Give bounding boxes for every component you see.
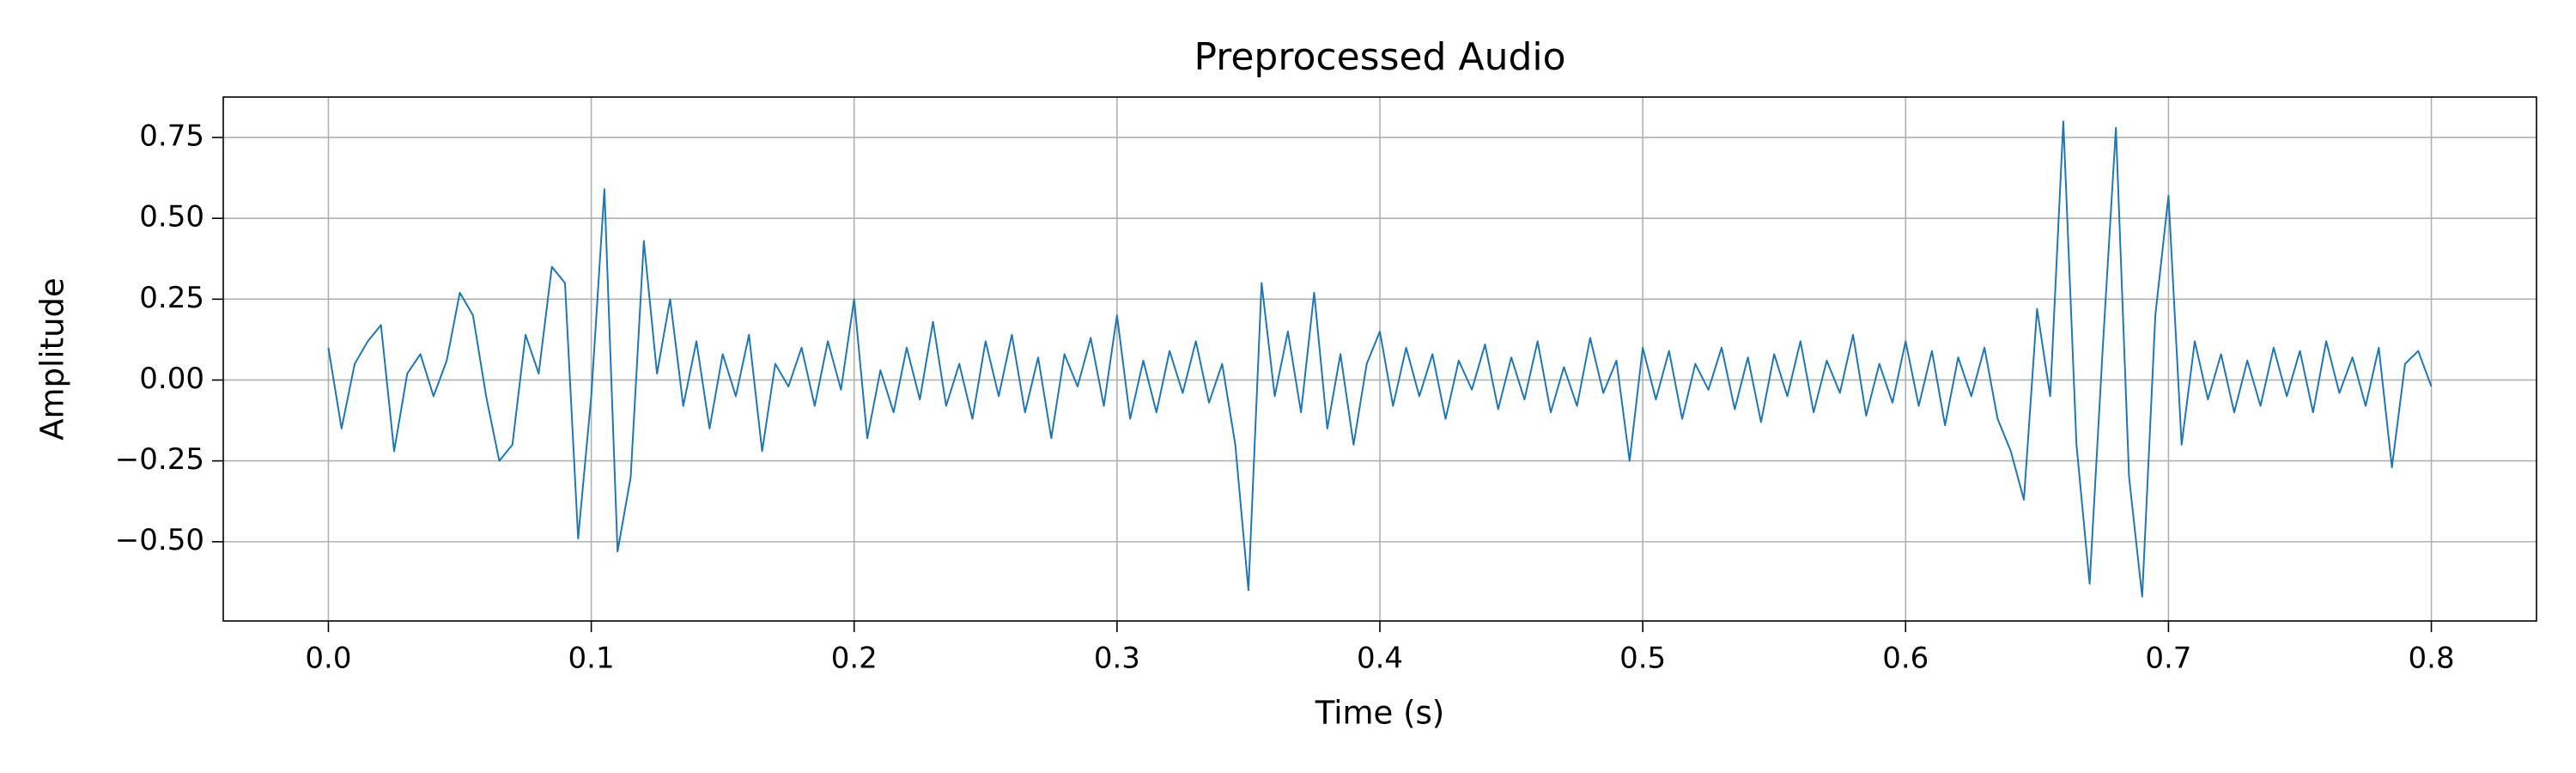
x-tick-label: 0.7: [2145, 642, 2191, 676]
y-tick-label: 0.25: [139, 281, 204, 315]
waveform-line: [327, 120, 2433, 598]
x-tick-label: 0.3: [1094, 642, 1140, 676]
x-tick-label: 0.4: [1357, 642, 1403, 676]
chart-title: Preprocessed Audio: [1194, 35, 1565, 79]
x-tick-label: 0.5: [1619, 642, 1666, 676]
y-axis-label: Amplitude: [34, 277, 71, 441]
y-tick-label: 0.75: [139, 119, 204, 154]
x-tick-label: 0.1: [568, 642, 615, 676]
y-tick-label: −0.25: [115, 442, 204, 477]
x-tick-label: 0.8: [2409, 642, 2455, 676]
x-axis-label: Time (s): [1315, 695, 1444, 732]
x-tick-label: 0.6: [1882, 642, 1929, 676]
x-tick-label: 0.2: [831, 642, 878, 676]
y-tick-label: −0.50: [115, 523, 204, 557]
x-tick-label: 0.0: [305, 642, 351, 676]
y-tick-label: 0.50: [139, 200, 204, 234]
y-tick-label: 0.00: [139, 362, 204, 396]
plot-frame: [222, 96, 2537, 622]
